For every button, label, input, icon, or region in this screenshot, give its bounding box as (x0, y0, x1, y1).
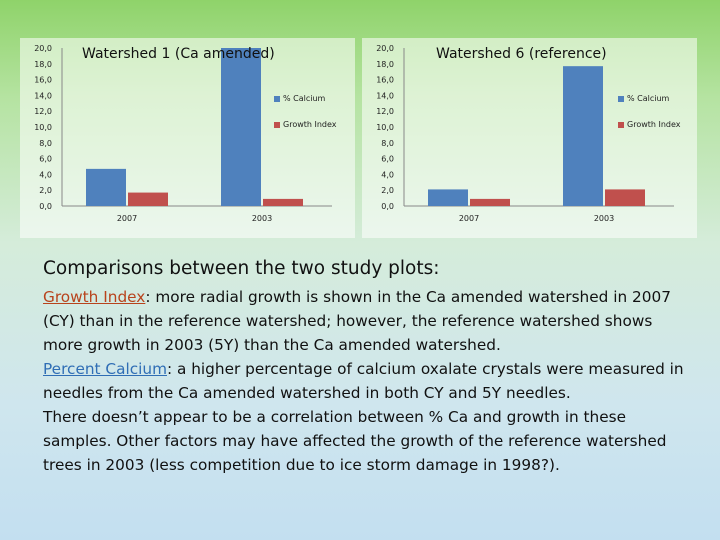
chart-2-plot: 0,0 2,0 4,0 6,0 8,0 10,0 12,0 14,0 16,0 18,0 20,0 2… (376, 44, 674, 223)
legend-swatch-calcium (274, 95, 280, 102)
y-tick-label: 12,0 (34, 107, 52, 116)
y-tick-label: 16,0 (34, 76, 52, 85)
x-tick-label: 2007 (459, 214, 479, 223)
bar-growth-2007 (470, 198, 510, 206)
chart-2-legend: % Calcium Growth Index (618, 94, 681, 146)
y-tick-label: 0,0 (39, 202, 52, 211)
calcium-paragraph: Percent Calcium: a higher percentage of … (43, 357, 688, 405)
bar-growth-2003 (605, 189, 645, 206)
comparison-heading: Comparisons between the two study plots: (43, 258, 440, 279)
bar-calcium-2007 (86, 168, 126, 206)
percent-calcium-text: : a higher percentage of calcium oxalate… (43, 360, 684, 402)
y-tick-label: 2,0 (381, 186, 394, 195)
y-tick-label: 8,0 (39, 139, 52, 148)
bar-calcium-2003 (563, 66, 603, 206)
y-tick-label: 2,0 (39, 186, 52, 195)
legend-label-growth: Growth Index (627, 120, 681, 129)
chart-1-legend: % Calcium Growth Index (274, 94, 337, 146)
bar-growth-2007 (128, 192, 168, 206)
y-tick-label: 18,0 (376, 60, 394, 69)
chart-2-title: Watershed 6 (reference) (436, 46, 607, 62)
legend-item-calcium: % Calcium (274, 94, 337, 103)
legend-swatch-calcium (618, 95, 624, 102)
y-tick-label: 10,0 (34, 123, 52, 132)
legend-item-growth: Growth Index (618, 120, 681, 129)
y-tick-label: 20,0 (34, 44, 52, 53)
legend-swatch-growth (618, 121, 624, 128)
y-tick-label: 6,0 (39, 155, 52, 164)
x-tick-label: 2007 (117, 214, 137, 223)
y-tick-label: 8,0 (381, 139, 394, 148)
legend-item-calcium: % Calcium (618, 94, 681, 103)
y-tick-label: 10,0 (376, 123, 394, 132)
x-tick-label: 2003 (252, 214, 272, 223)
legend-label-growth: Growth Index (283, 120, 337, 129)
y-tick-label: 4,0 (39, 170, 52, 179)
y-tick-label: 6,0 (381, 155, 394, 164)
bar-calcium-2007 (428, 189, 468, 206)
comparison-text: Comparisons between the two study plots:… (43, 258, 688, 477)
y-tick-label: 14,0 (34, 91, 52, 100)
chart-1-title: Watershed 1 (Ca amended) (82, 46, 275, 62)
chart-watershed-1: 0,0 2,0 4,0 6,0 8,0 10,0 12,0 14,0 16,0 18,0 20,0 2… (20, 38, 355, 238)
growth-paragraph: Growth Index: more radial growth is show… (43, 285, 688, 357)
legend-swatch-growth (274, 121, 280, 128)
legend-label-calcium: % Calcium (283, 94, 326, 103)
growth-index-text: : more radial growth is shown in the Ca … (43, 288, 671, 354)
y-tick-label: 4,0 (381, 170, 394, 179)
legend-label-calcium: % Calcium (627, 94, 670, 103)
y-tick-label: 12,0 (376, 107, 394, 116)
x-tick-label: 2003 (594, 214, 614, 223)
y-tick-label: 16,0 (376, 76, 394, 85)
growth-index-term: Growth Index (43, 288, 146, 306)
conclusion-paragraph: There doesn’t appear to be a correlation… (43, 408, 667, 474)
bar-growth-2003 (263, 198, 303, 206)
percent-calcium-term: Percent Calcium (43, 360, 167, 378)
chart-1-plot: 0,0 2,0 4,0 6,0 8,0 10,0 12,0 14,0 16,0 18,0 20,0 2… (34, 44, 332, 223)
y-tick-label: 0,0 (381, 202, 394, 211)
chart-watershed-6: 0,0 2,0 4,0 6,0 8,0 10,0 12,0 14,0 16,0 18,0 20,0 2… (362, 38, 697, 238)
y-tick-label: 14,0 (376, 91, 394, 100)
bar-calcium-2003 (221, 48, 261, 206)
y-tick-label: 20,0 (376, 44, 394, 53)
legend-item-growth: Growth Index (274, 120, 337, 129)
y-tick-label: 18,0 (34, 60, 52, 69)
